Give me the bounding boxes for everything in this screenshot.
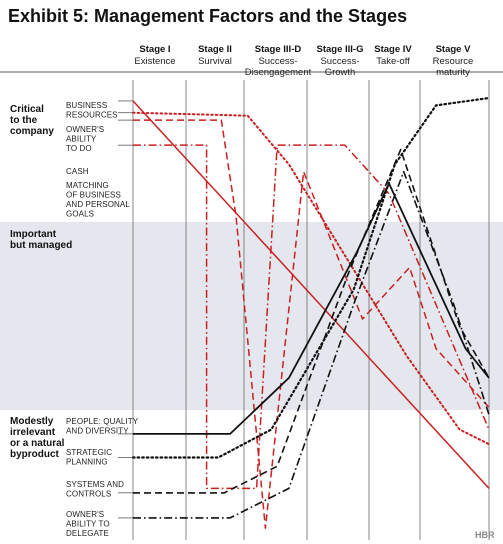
- stage-subtitle: Existence: [134, 56, 175, 67]
- stage-name: Stage III-G: [317, 44, 364, 55]
- stage-subtitle: Survival: [198, 56, 232, 67]
- series-line-0: [132, 100, 490, 489]
- factor-label: PEOPLE: QUALITY: [66, 417, 139, 426]
- series-line-3: [133, 144, 490, 490]
- stage-subtitle: maturity: [436, 67, 470, 78]
- stage-subtitle: Take-off: [376, 56, 410, 67]
- factor-label: RESOURCES: [66, 111, 118, 120]
- stage-subtitle: Resource: [433, 56, 474, 67]
- stage-subtitle: Disengagement: [245, 67, 312, 78]
- series-line-1: [132, 111, 490, 446]
- band-label: or a natural: [10, 438, 65, 449]
- chart-title: Exhibit 5: Management Factors and the St…: [8, 6, 407, 26]
- stage-name: Stage IV: [374, 44, 412, 55]
- series-line-6: [133, 148, 490, 494]
- stage-name: Stage II: [198, 44, 232, 55]
- factor-label: DELEGATE: [66, 529, 109, 538]
- factor-label: MATCHING: [66, 181, 109, 190]
- series-lines: [131, 96, 491, 529]
- stage-subtitle: Growth: [325, 67, 356, 78]
- factor-label: CASH: [66, 167, 89, 176]
- factor-label: AND DIVERSITY: [66, 427, 129, 436]
- brand-mark: HBR: [475, 530, 495, 540]
- factor-label: ABILITY: [66, 135, 97, 144]
- band-label: irrelevant: [10, 427, 56, 438]
- factor-label: BUSINESS: [66, 101, 107, 110]
- stage-name: Stage III-D: [255, 44, 302, 55]
- factor-label: PLANNING: [66, 458, 108, 467]
- factor-label: STRATEGIC: [66, 448, 112, 457]
- band-label: Important: [10, 229, 57, 240]
- factor-label: OWNER'S: [66, 510, 104, 519]
- factor-label: OWNER'S: [66, 125, 104, 134]
- band-label: but managed: [10, 240, 72, 251]
- series-line-7: [133, 170, 490, 519]
- series-line-5: [131, 96, 491, 459]
- band-label: Critical: [10, 104, 44, 115]
- band-important: [0, 222, 503, 410]
- factor-label: OF BUSINESS: [66, 191, 121, 200]
- factor-label: SYSTEMS AND: [66, 480, 124, 489]
- stage-name: Stage V: [436, 44, 472, 55]
- factor-label: AND PERSONAL: [66, 200, 130, 209]
- factor-label: TO DO: [66, 144, 92, 153]
- band-label: byproduct: [10, 449, 60, 460]
- stage-subtitle: Success-: [258, 56, 297, 67]
- stage-name: Stage I: [139, 44, 170, 55]
- band-label: company: [10, 126, 54, 137]
- band-label: to the: [10, 115, 38, 126]
- factor-label: ABILITY TO: [66, 520, 110, 529]
- band-label: Modestly: [10, 416, 54, 427]
- factor-label: GOALS: [66, 210, 94, 219]
- factor-label: CONTROLS: [66, 490, 111, 499]
- stage-subtitle: Success-: [320, 56, 359, 67]
